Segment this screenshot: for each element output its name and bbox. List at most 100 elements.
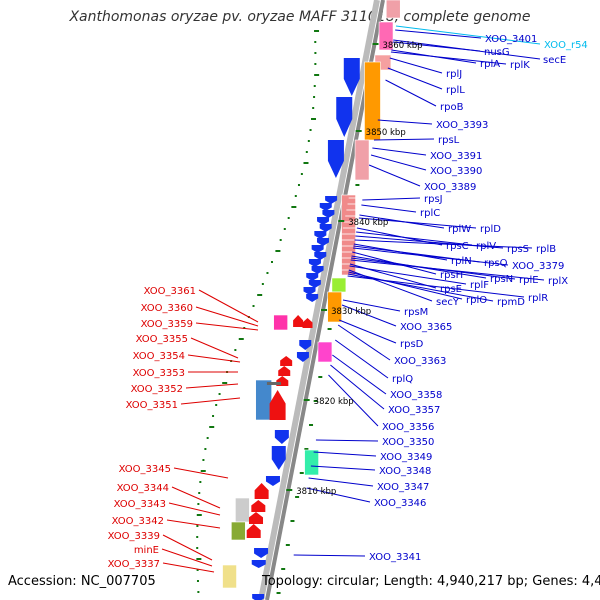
forward-gene-label: nusG <box>484 47 510 58</box>
leader-line <box>387 67 443 90</box>
reverse-gene-arrow <box>269 390 286 420</box>
leader-line <box>173 467 229 479</box>
reverse-gene-label: XOO_3359 <box>141 319 193 330</box>
gc-skew-mark <box>314 30 320 32</box>
leader-line <box>370 154 427 171</box>
leader-line <box>313 451 377 457</box>
reverse-gene-label: XOO_3360 <box>141 303 193 314</box>
forward-gene-arrow <box>327 140 344 178</box>
topology-text: Topology: circular; Length: 4,940,217 bp… <box>262 574 600 589</box>
forward-gene-arrow <box>252 594 265 600</box>
gene-box <box>235 497 250 523</box>
reverse-gene-label: XOO_3352 <box>131 384 183 395</box>
forward-gene-label: rpmD <box>497 297 525 308</box>
gc-skew-mark <box>218 393 221 395</box>
leader-lines <box>161 25 545 573</box>
gene-box <box>273 314 288 331</box>
leader-line <box>372 147 427 156</box>
forward-gene-arrow <box>311 266 324 274</box>
reverse-gene-arrow <box>293 315 304 327</box>
reverse-gene-label: XOO_3344 <box>117 483 169 494</box>
gc-skew-mark <box>303 162 309 164</box>
gc-skew-mark <box>204 448 207 450</box>
gc-skew-mark <box>215 404 218 406</box>
gc-skew-mark <box>209 426 215 428</box>
gc-skew-mark <box>297 184 300 186</box>
leader-line <box>162 562 215 573</box>
leader-line <box>377 119 433 125</box>
forward-gene-arrow <box>306 294 319 302</box>
forward-gene-label: XOO_3356 <box>382 422 434 433</box>
leader-line <box>393 39 541 60</box>
forward-gene-label: rplB <box>536 244 556 255</box>
gc-skew-mark <box>313 400 318 402</box>
forward-gene-label: rpsL <box>438 135 460 146</box>
gc-skew-mark <box>295 496 300 498</box>
forward-gene-arrow <box>314 231 327 239</box>
leader-line <box>308 477 374 487</box>
reverse-gene-label: XOO_3361 <box>144 286 196 297</box>
forward-gene-label: rplQ <box>392 374 413 385</box>
forward-gene-label: rplN <box>451 256 472 267</box>
forward-gene-label: XOO_3341 <box>369 552 421 563</box>
leader-line <box>361 204 417 213</box>
scale-tick-label: 3810 kbp <box>296 487 336 497</box>
tick-mark <box>355 130 362 132</box>
gc-skew-mark <box>196 558 202 560</box>
forward-gene-label: XOO_3379 <box>512 261 564 272</box>
forward-gene-label: rplW <box>448 224 471 235</box>
forward-gene-arrow <box>251 560 266 568</box>
leader-line <box>350 259 545 281</box>
gc-skew-mark <box>314 52 317 54</box>
gc-skew-mark <box>294 195 297 197</box>
forward-gene-arrow <box>336 97 353 137</box>
gc-skew-mark <box>327 328 332 330</box>
leader-line <box>385 79 437 107</box>
gene-label-secE: secE <box>543 55 566 66</box>
gc-skew-mark <box>318 376 323 378</box>
leader-line <box>341 304 397 327</box>
forward-gene-label: rpsS <box>507 244 529 255</box>
scale-ticks: 3860 kbp 3850 kbp 3840 kbp 3830 kbp 3820 kbp… <box>286 41 423 497</box>
gene-box <box>341 194 356 276</box>
forward-gene-arrow <box>271 446 286 470</box>
gc-skew-mark <box>196 536 199 538</box>
gc-skew-mark <box>206 437 209 439</box>
forward-gene-arrow <box>274 430 289 444</box>
forward-gene-arrow <box>265 476 280 486</box>
forward-gene-label: rplA <box>480 59 500 70</box>
gene-box <box>222 564 237 589</box>
forward-gene-arrow <box>317 217 330 225</box>
gc-skew-mark <box>266 272 269 274</box>
gc-skew-mark <box>281 568 286 570</box>
forward-gene-arrow <box>325 196 338 204</box>
reverse-gene-arrow <box>278 366 291 376</box>
reverse-gene-label: XOO_3355 <box>136 334 188 345</box>
forward-gene-label: rplD <box>480 224 501 235</box>
gc-skew-mark <box>287 217 290 219</box>
leader-line <box>337 324 391 361</box>
forward-gene-label: rplO <box>466 295 487 306</box>
gene-box <box>304 449 319 476</box>
forward-gene-label: rplC <box>420 208 440 219</box>
forward-gene-label: rplR <box>528 293 548 304</box>
leader-line <box>390 51 507 65</box>
leader-line <box>362 197 421 201</box>
gc-skew-mark <box>313 96 316 98</box>
forward-gene-label: XOO_3358 <box>390 390 442 401</box>
forward-gene-label: XOO_3363 <box>394 356 446 367</box>
gc-skew-mark <box>285 544 290 546</box>
gc-skew-mark <box>198 492 201 494</box>
gc-skew-mark <box>291 206 297 208</box>
forward-gene-label: XOO_3365 <box>400 322 452 333</box>
gc-skew-mark <box>300 173 303 175</box>
backbone-line <box>265 0 385 600</box>
gc-skew-mark <box>314 74 320 76</box>
leader-line <box>328 374 379 427</box>
gc-skew-mark <box>275 250 281 252</box>
leader-line <box>293 554 366 557</box>
leader-line <box>315 439 379 442</box>
leader-line <box>334 339 389 379</box>
gene-box <box>317 341 333 363</box>
forward-gene-arrow <box>296 352 309 362</box>
